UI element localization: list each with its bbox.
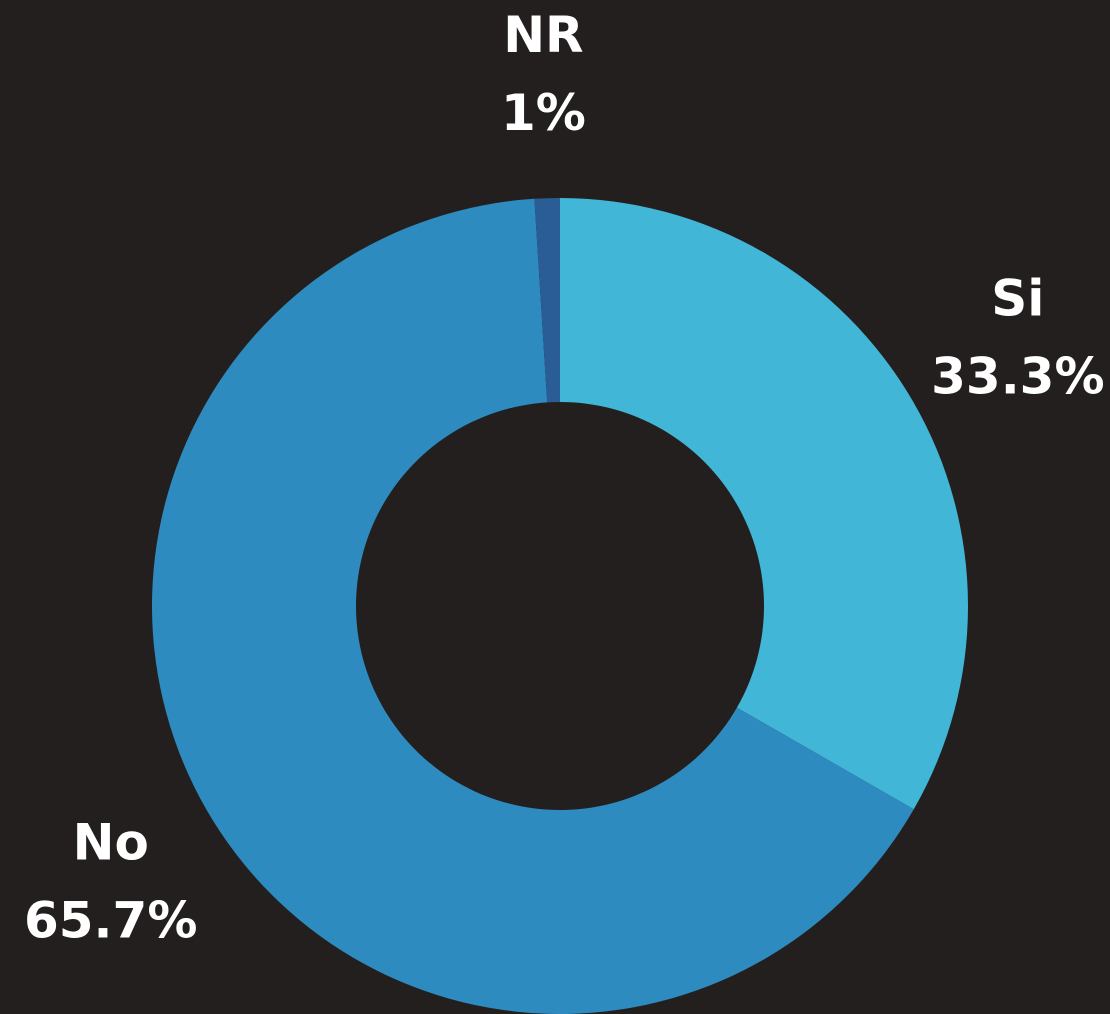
donut-slice <box>152 198 914 1014</box>
donut-slice <box>560 198 968 810</box>
donut-slice <box>534 198 560 403</box>
slice-value-label: 1% <box>501 84 586 142</box>
slice-category-label: Si <box>991 270 1044 328</box>
slice-value-label: 33.3% <box>931 348 1104 406</box>
slice-category-label: No <box>73 814 149 872</box>
slice-category-label: NR <box>503 6 583 64</box>
slice-value-label: 65.7% <box>24 892 197 950</box>
